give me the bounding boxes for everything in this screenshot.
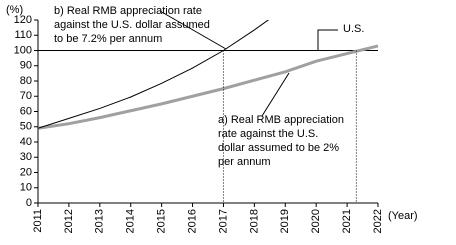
y-tick-label: 50 — [20, 121, 32, 133]
x-tick-label: 2020 — [310, 209, 322, 233]
x-tick-label: 2018 — [248, 209, 260, 233]
x-tick-label: 2012 — [63, 209, 75, 233]
y-tick-label: 70 — [20, 90, 32, 102]
annotation: dollar assumed to be 2% — [218, 142, 339, 154]
y-tick-label: 100 — [14, 44, 32, 56]
callout-a — [261, 72, 290, 117]
y-unit: (%) — [6, 4, 23, 16]
x-tick-label: 2013 — [94, 209, 106, 233]
x-tick-label: 2021 — [341, 209, 353, 233]
x-unit: (Year) — [388, 210, 418, 222]
annotation: per annum — [218, 156, 271, 168]
y-tick-label: 20 — [20, 166, 32, 178]
annotation: rate against the U.S. — [218, 128, 318, 140]
x-tick-label: 2017 — [217, 209, 229, 233]
annotation: b) Real RMB appreciation rate — [54, 5, 202, 17]
y-tick-label: 120 — [14, 14, 32, 26]
y-tick-label: 0 — [26, 197, 32, 209]
x-tick-label: 2019 — [279, 209, 291, 233]
series-line — [38, 44, 379, 130]
x-tick-label: 2022 — [372, 209, 384, 233]
plot — [38, 20, 379, 130]
callout-b — [159, 10, 227, 50]
y-tick-label: 60 — [20, 105, 32, 117]
annotation: a) Real RMB appreciation — [218, 114, 344, 126]
y-tick-label: 80 — [20, 75, 32, 87]
y-tick-label: 110 — [14, 29, 32, 41]
y-tick-label: 90 — [20, 60, 32, 72]
annotation: against the U.S. dollar assumed — [54, 19, 210, 31]
x-tick-label: 2011 — [32, 209, 44, 233]
annotation: to be 7.2% per annum — [54, 33, 162, 45]
callout-us — [317, 29, 338, 50]
annotation: U.S. — [343, 23, 364, 35]
x-tick-label: 2016 — [186, 209, 198, 233]
y-tick-label: 10 — [20, 182, 32, 194]
y-tick-label: 40 — [20, 136, 32, 148]
y-tick-label: 30 — [20, 151, 32, 163]
series-line — [38, 20, 270, 129]
x-tick-label: 2015 — [156, 209, 168, 233]
x-tick-label: 2014 — [125, 209, 137, 233]
